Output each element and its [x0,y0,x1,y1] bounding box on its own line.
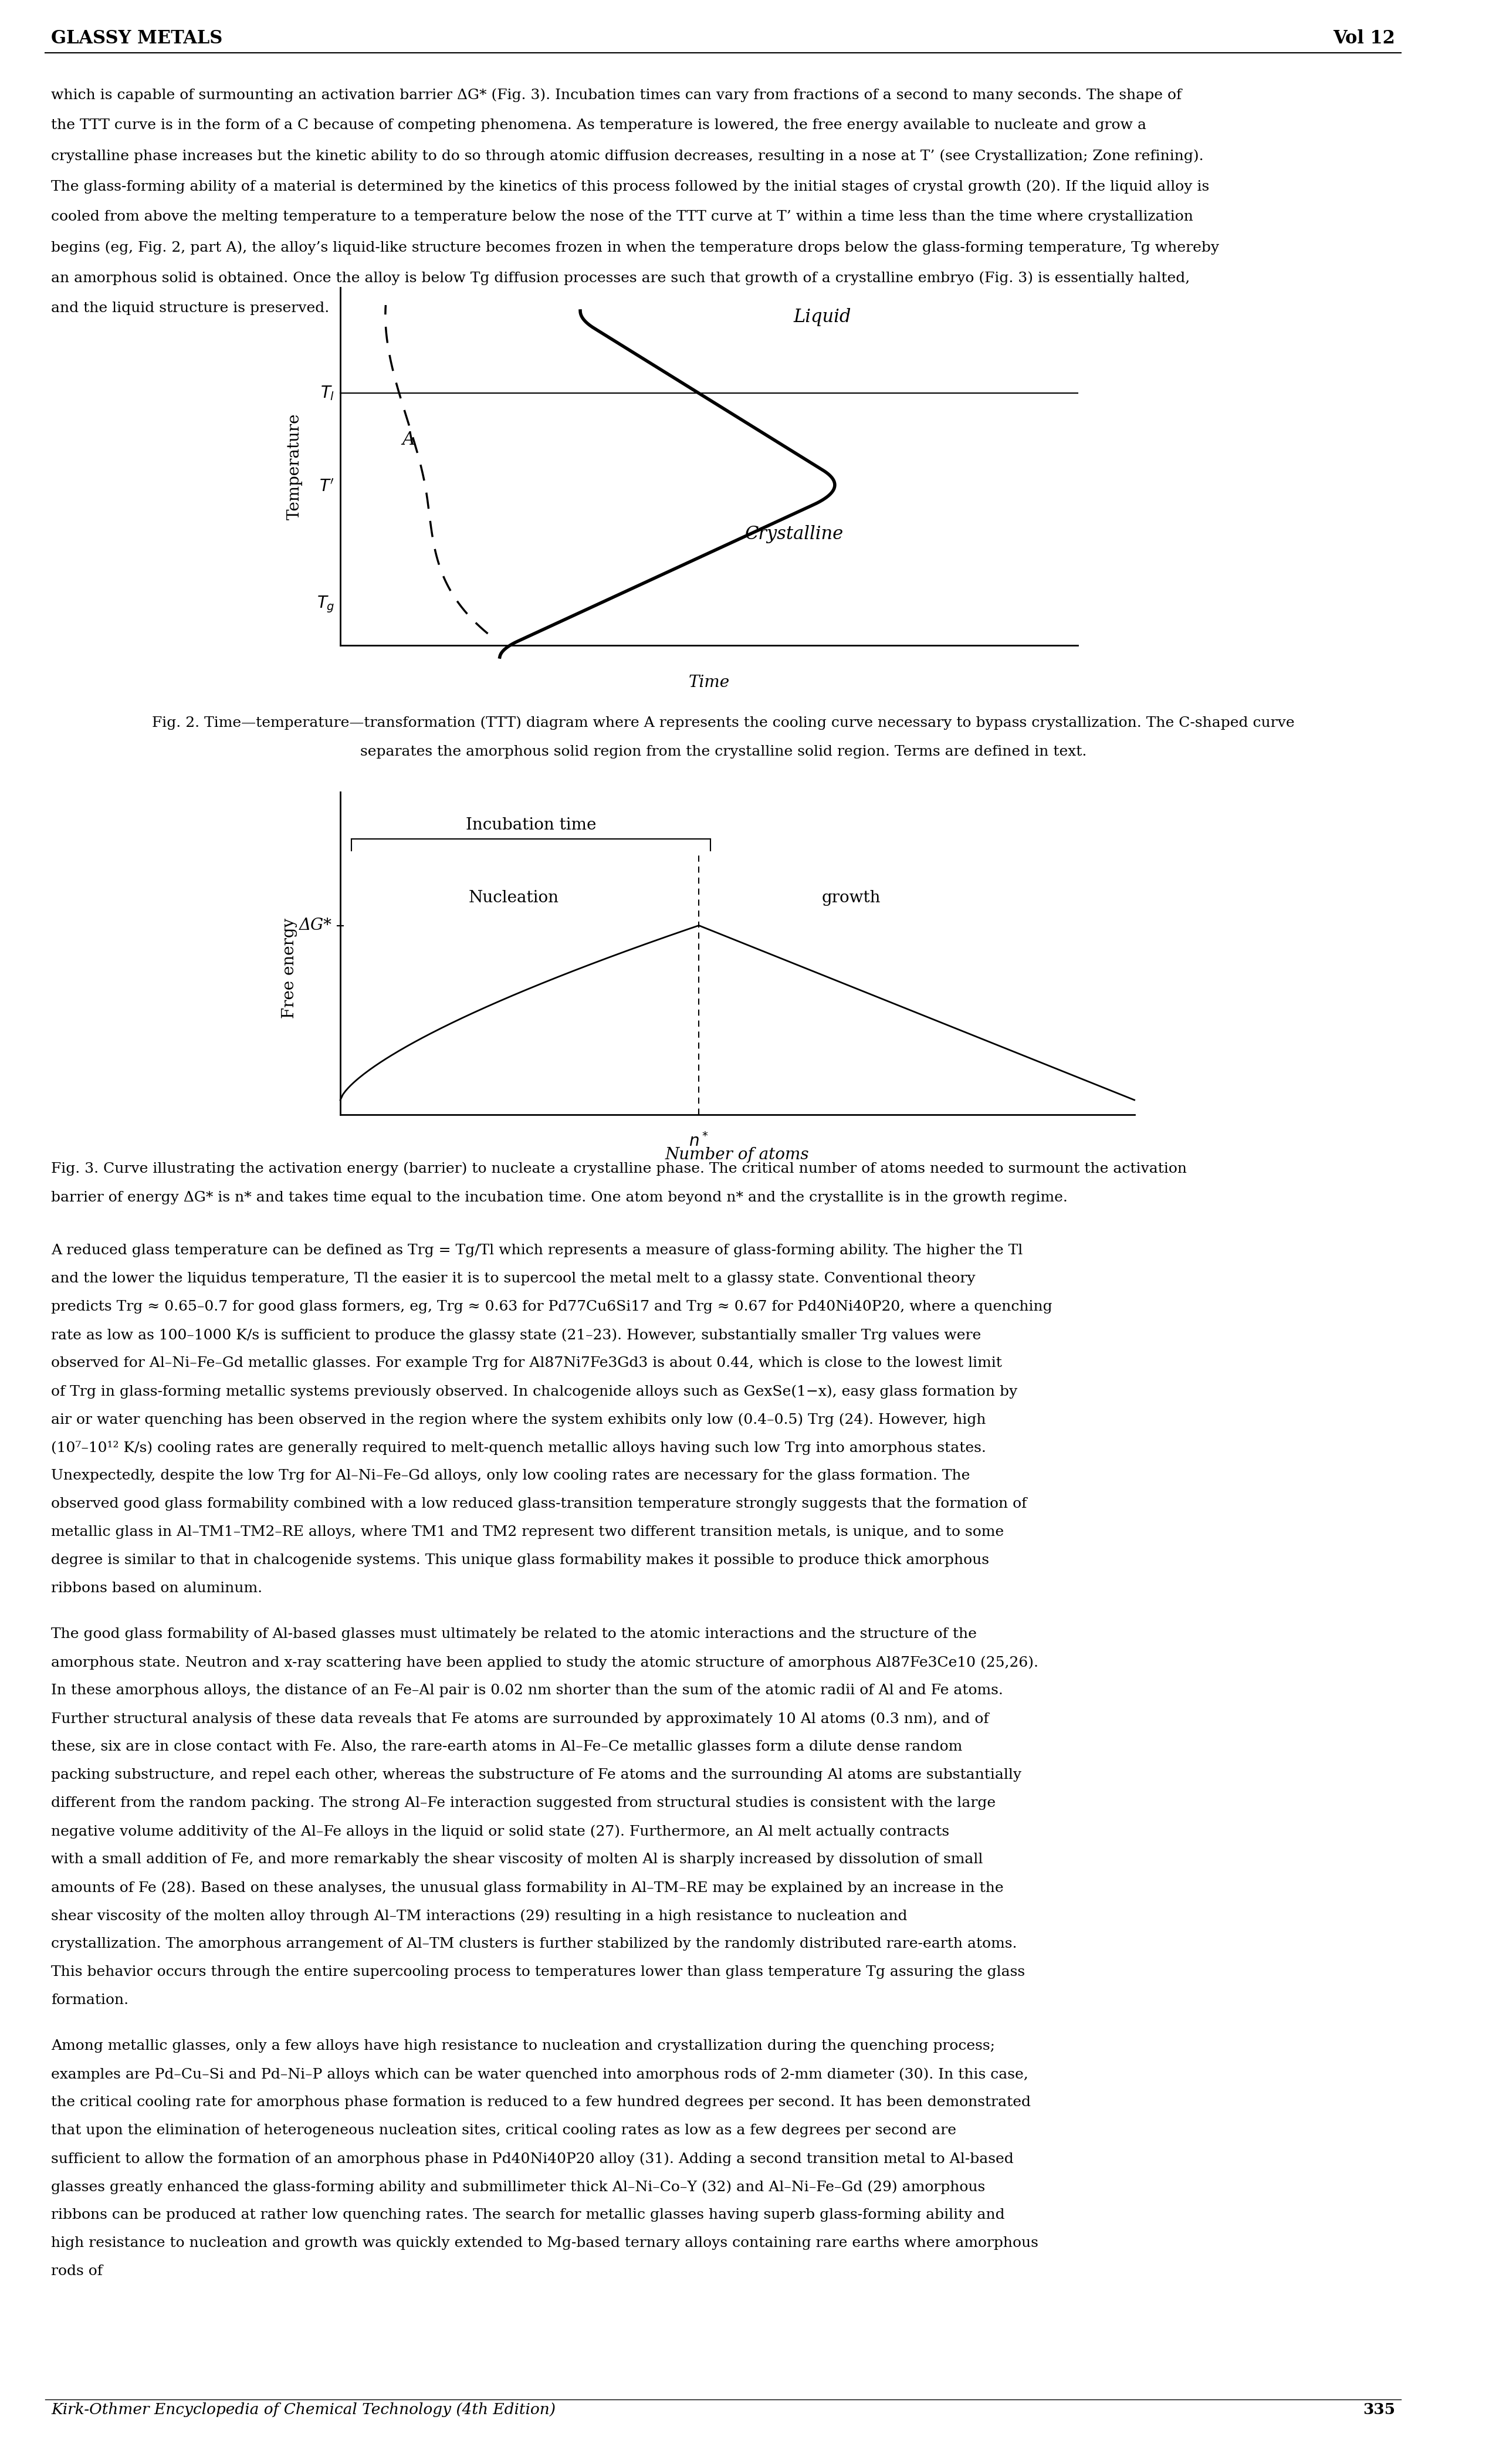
Text: begins (eg, Fig. 2, part A), the alloy’s liquid-like structure becomes frozen in: begins (eg, Fig. 2, part A), the alloy’s… [51,241,1219,254]
Text: different from the random packing. The strong Al–Fe interaction suggested from s: different from the random packing. The s… [51,1796,996,1811]
Text: growth: growth [821,890,881,907]
Text: $T'$: $T'$ [319,478,335,495]
Text: 335: 335 [1363,2402,1396,2417]
Text: air or water quenching has been observed in the region where the system exhibits: air or water quenching has been observed… [51,1412,986,1427]
Text: observed good glass formability combined with a low reduced glass-transition tem: observed good glass formability combined… [51,1498,1026,1510]
Text: examples are Pd–Cu–Si and Pd–Ni–P alloys which can be water quenched into amorph: examples are Pd–Cu–Si and Pd–Ni–P alloys… [51,2067,1028,2082]
Text: shear viscosity of the molten alloy through Al–TM interactions (29) resulting in: shear viscosity of the molten alloy thro… [51,1910,907,1922]
Text: cooled from above the melting temperature to a temperature below the nose of the: cooled from above the melting temperatur… [51,209,1194,224]
Text: and the lower the liquidus temperature, Tl the easier it is to supercool the met: and the lower the liquidus temperature, … [51,1271,975,1286]
Text: The good glass formability of Al-based glasses must ultimately be related to the: The good glass formability of Al-based g… [51,1626,977,1641]
Text: A reduced glass temperature can be defined as Trg = Tg/Tl which represents a mea: A reduced glass temperature can be defin… [51,1244,1023,1257]
Text: crystalline phase increases but the kinetic ability to do so through atomic diff: crystalline phase increases but the kine… [51,148,1204,163]
Text: $n^*$: $n^*$ [688,1133,709,1151]
Text: packing substructure, and repel each other, whereas the substructure of Fe atoms: packing substructure, and repel each oth… [51,1769,1022,1781]
Text: which is capable of surmounting an activation barrier ΔG* (Fig. 3). Incubation t: which is capable of surmounting an activ… [51,89,1182,101]
Text: the TTT curve is in the form of a C because of competing phenomena. As temperatu: the TTT curve is in the form of a C beca… [51,118,1146,133]
Text: and the liquid structure is preserved.: and the liquid structure is preserved. [51,301,329,315]
Text: Fig. 3. Curve illustrating the activation energy (barrier) to nucleate a crystal: Fig. 3. Curve illustrating the activatio… [51,1161,1186,1175]
Text: ΔG*: ΔG* [299,917,332,934]
Text: Number of atoms: Number of atoms [666,1146,809,1163]
Text: amorphous state. Neutron and x-ray scattering have been applied to study the ato: amorphous state. Neutron and x-ray scatt… [51,1656,1038,1671]
Text: of Trg in glass-forming metallic systems previously observed. In chalcogenide al: of Trg in glass-forming metallic systems… [51,1385,1017,1400]
Text: GLASSY METALS: GLASSY METALS [51,30,223,47]
Text: In these amorphous alloys, the distance of an Fe–Al pair is 0.02 nm shorter than: In these amorphous alloys, the distance … [51,1683,1004,1698]
Text: amounts of Fe (28). Based on these analyses, the unusual glass formability in Al: amounts of Fe (28). Based on these analy… [51,1880,1004,1895]
Text: The glass-forming ability of a material is determined by the kinetics of this pr: The glass-forming ability of a material … [51,180,1209,192]
Text: Further structural analysis of these data reveals that Fe atoms are surrounded b: Further structural analysis of these dat… [51,1712,989,1725]
Text: Free energy: Free energy [281,917,298,1018]
Text: Unexpectedly, despite the low Trg for Al–Ni–Fe–Gd alloys, only low cooling rates: Unexpectedly, despite the low Trg for Al… [51,1469,969,1483]
Text: predicts Trg ≈ 0.65–0.7 for good glass formers, eg, Trg ≈ 0.63 for Pd77Cu6Si17 a: predicts Trg ≈ 0.65–0.7 for good glass f… [51,1301,1052,1313]
Text: Time: Time [688,675,730,690]
Text: barrier of energy ΔG* is n* and takes time equal to the incubation time. One ato: barrier of energy ΔG* is n* and takes ti… [51,1190,1068,1205]
Text: (10⁷–10¹² K/s) cooling rates are generally required to melt-quench metallic allo: (10⁷–10¹² K/s) cooling rates are general… [51,1441,986,1454]
Text: rods of: rods of [51,2264,103,2279]
Text: Fig. 2. Time—temperature—transformation (TTT) diagram where A represents the coo: Fig. 2. Time—temperature—transformation … [153,715,1294,729]
Text: negative volume additivity of the Al–Fe alloys in the liquid or solid state (27): negative volume additivity of the Al–Fe … [51,1823,950,1838]
Text: rate as low as 100–1000 K/s is sufficient to produce the glassy state (21–23). H: rate as low as 100–1000 K/s is sufficien… [51,1328,981,1343]
Text: degree is similar to that in chalcogenide systems. This unique glass formability: degree is similar to that in chalcogenid… [51,1552,989,1567]
Text: $T_g$: $T_g$ [317,594,335,614]
Text: Vol 12: Vol 12 [1333,30,1396,47]
Text: Liquid: Liquid [793,308,851,325]
Text: high resistance to nucleation and growth was quickly extended to Mg-based ternar: high resistance to nucleation and growth… [51,2237,1038,2250]
Text: Crystalline: Crystalline [745,525,844,542]
Text: these, six are in close contact with Fe. Also, the rare-earth atoms in Al–Fe–Ce : these, six are in close contact with Fe.… [51,1740,962,1754]
Text: separates the amorphous solid region from the crystalline solid region. Terms ar: separates the amorphous solid region fro… [361,744,1086,759]
Text: $T_l$: $T_l$ [320,384,335,402]
Text: A: A [402,431,414,448]
Text: metallic glass in Al–TM1–TM2–RE alloys, where TM1 and TM2 represent two differen: metallic glass in Al–TM1–TM2–RE alloys, … [51,1525,1004,1540]
Text: Among metallic glasses, only a few alloys have high resistance to nucleation and: Among metallic glasses, only a few alloy… [51,2040,995,2053]
Text: formation.: formation. [51,1993,129,2008]
Text: ribbons can be produced at rather low quenching rates. The search for metallic g: ribbons can be produced at rather low qu… [51,2208,1005,2223]
Text: an amorphous solid is obtained. Once the alloy is below Tg diffusion processes a: an amorphous solid is obtained. Once the… [51,271,1189,286]
Text: ribbons based on aluminum.: ribbons based on aluminum. [51,1582,262,1594]
Text: with a small addition of Fe, and more remarkably the shear viscosity of molten A: with a small addition of Fe, and more re… [51,1853,983,1865]
Text: This behavior occurs through the entire supercooling process to temperatures low: This behavior occurs through the entire … [51,1966,1025,1979]
Text: the critical cooling rate for amorphous phase formation is reduced to a few hund: the critical cooling rate for amorphous … [51,2094,1031,2109]
Text: observed for Al–Ni–Fe–Gd metallic glasses. For example Trg for Al87Ni7Fe3Gd3 is : observed for Al–Ni–Fe–Gd metallic glasse… [51,1355,1002,1370]
Text: Temperature: Temperature [287,414,302,520]
Text: Incubation time: Incubation time [465,818,597,833]
Text: glasses greatly enhanced the glass-forming ability and submillimeter thick Al–Ni: glasses greatly enhanced the glass-formi… [51,2181,986,2193]
Text: sufficient to allow the formation of an amorphous phase in Pd40Ni40P20 alloy (31: sufficient to allow the formation of an … [51,2151,1014,2166]
Text: Nucleation: Nucleation [468,890,560,907]
Text: Kirk-Othmer Encyclopedia of Chemical Technology (4th Edition): Kirk-Othmer Encyclopedia of Chemical Tec… [51,2402,555,2417]
Text: crystallization. The amorphous arrangement of Al–TM clusters is further stabiliz: crystallization. The amorphous arrangeme… [51,1937,1017,1951]
Text: that upon the elimination of heterogeneous nucleation sites, critical cooling ra: that upon the elimination of heterogeneo… [51,2124,956,2136]
